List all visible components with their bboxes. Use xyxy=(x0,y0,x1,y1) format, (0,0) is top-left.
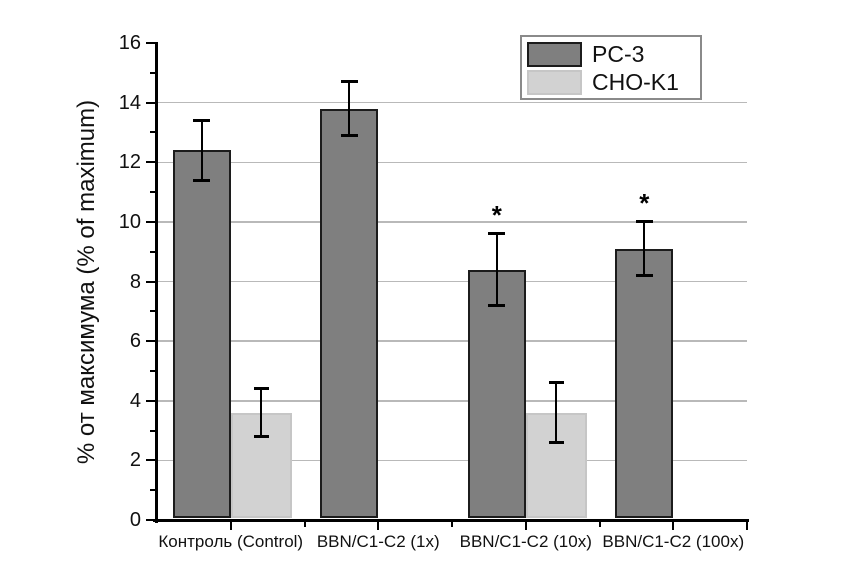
y-minor-tick xyxy=(149,191,155,194)
error-bar-line xyxy=(200,120,203,181)
error-bar-cap xyxy=(548,440,564,444)
y-major-tick xyxy=(145,459,155,462)
legend: PC-3 CHO-K1 xyxy=(520,35,702,100)
y-major-tick xyxy=(145,340,155,343)
x-axis-line xyxy=(153,518,749,522)
error-bar-cap xyxy=(635,220,653,224)
error-bar-cap xyxy=(340,80,358,84)
legend-label-pc-3: PC-3 xyxy=(592,41,645,67)
y-tick-label: 12 xyxy=(118,151,141,174)
y-major-tick xyxy=(145,161,155,164)
y-major-tick xyxy=(145,101,155,104)
error-bar-cap xyxy=(488,303,506,307)
x-tick-label-0: Контроль (Control) xyxy=(158,532,304,551)
gridline xyxy=(158,340,747,342)
bar-pc-3-2 xyxy=(467,269,526,519)
legend-swatch-cho-k1 xyxy=(527,70,582,95)
error-bar-cap xyxy=(193,119,211,122)
legend-label-cho-k1: CHO-K1 xyxy=(592,69,679,95)
gridline xyxy=(158,459,747,462)
x-minor-tick xyxy=(303,521,306,527)
y-tick-label: 14 xyxy=(118,91,141,114)
gridline xyxy=(158,221,747,223)
legend-swatch-pc-3 xyxy=(527,42,582,67)
x-tick-label-1: BBN/C1-C2 (1x) xyxy=(316,532,440,551)
x-end-tick xyxy=(746,521,748,530)
y-minor-tick xyxy=(149,310,155,313)
error-bar-cap xyxy=(488,232,506,236)
error-bar-line xyxy=(495,233,498,306)
x-tick-label-2: BBN/C1-C2 (10x) xyxy=(459,532,592,551)
y-minor-tick xyxy=(149,131,155,134)
gridline xyxy=(158,161,747,163)
x-minor-tick xyxy=(451,521,453,527)
y-tick-label: 0 xyxy=(129,509,141,531)
y-tick-label: 16 xyxy=(118,32,141,54)
y-major-tick xyxy=(145,519,155,521)
error-bar-line xyxy=(260,388,263,437)
error-bar-line xyxy=(555,382,558,443)
error-bar-cap xyxy=(193,178,211,182)
gridline xyxy=(158,101,747,104)
error-bar-cap xyxy=(253,435,269,439)
y-minor-tick xyxy=(149,429,155,432)
y-axis-line xyxy=(154,41,158,523)
x-tick-label-3: BBN/C1-C2 (100x) xyxy=(602,532,745,551)
y-tick-label: 10 xyxy=(118,210,141,233)
gridline xyxy=(158,280,747,283)
y-major-tick xyxy=(145,220,155,223)
x-major-tick xyxy=(672,521,675,530)
error-bar-line xyxy=(348,81,351,136)
y-minor-tick xyxy=(149,71,155,74)
y-major-tick xyxy=(145,280,155,283)
y-tick-label: 8 xyxy=(129,270,141,293)
error-bar-cap xyxy=(340,133,358,137)
y-minor-tick xyxy=(149,250,155,253)
bar-pc-3-3 xyxy=(615,248,674,519)
significance-marker: * xyxy=(491,199,502,230)
y-minor-tick xyxy=(149,489,155,492)
error-bar-cap xyxy=(635,274,653,278)
x-minor-tick xyxy=(598,521,601,527)
significance-marker: * xyxy=(639,187,650,218)
x-major-tick xyxy=(377,521,380,530)
x-major-tick xyxy=(229,521,232,530)
legend-item-pc-3: PC-3 xyxy=(527,41,644,68)
y-major-tick xyxy=(145,42,155,44)
gridline xyxy=(158,400,747,402)
error-bar-cap xyxy=(548,381,564,385)
y-axis-title: % от максимума (% of maximum) xyxy=(73,99,100,464)
error-bar-cap xyxy=(253,387,269,391)
y-tick-label: 4 xyxy=(129,389,141,412)
bar-pc-3-0 xyxy=(172,150,231,519)
y-tick-label: 6 xyxy=(129,330,141,353)
x-major-tick xyxy=(524,521,527,530)
error-bar-line xyxy=(643,221,646,276)
y-tick-label: 2 xyxy=(129,449,141,472)
legend-item-cho-k1: CHO-K1 xyxy=(527,69,679,96)
y-major-tick xyxy=(145,399,155,402)
y-minor-tick xyxy=(149,369,155,372)
bar-pc-3-1 xyxy=(320,108,379,519)
